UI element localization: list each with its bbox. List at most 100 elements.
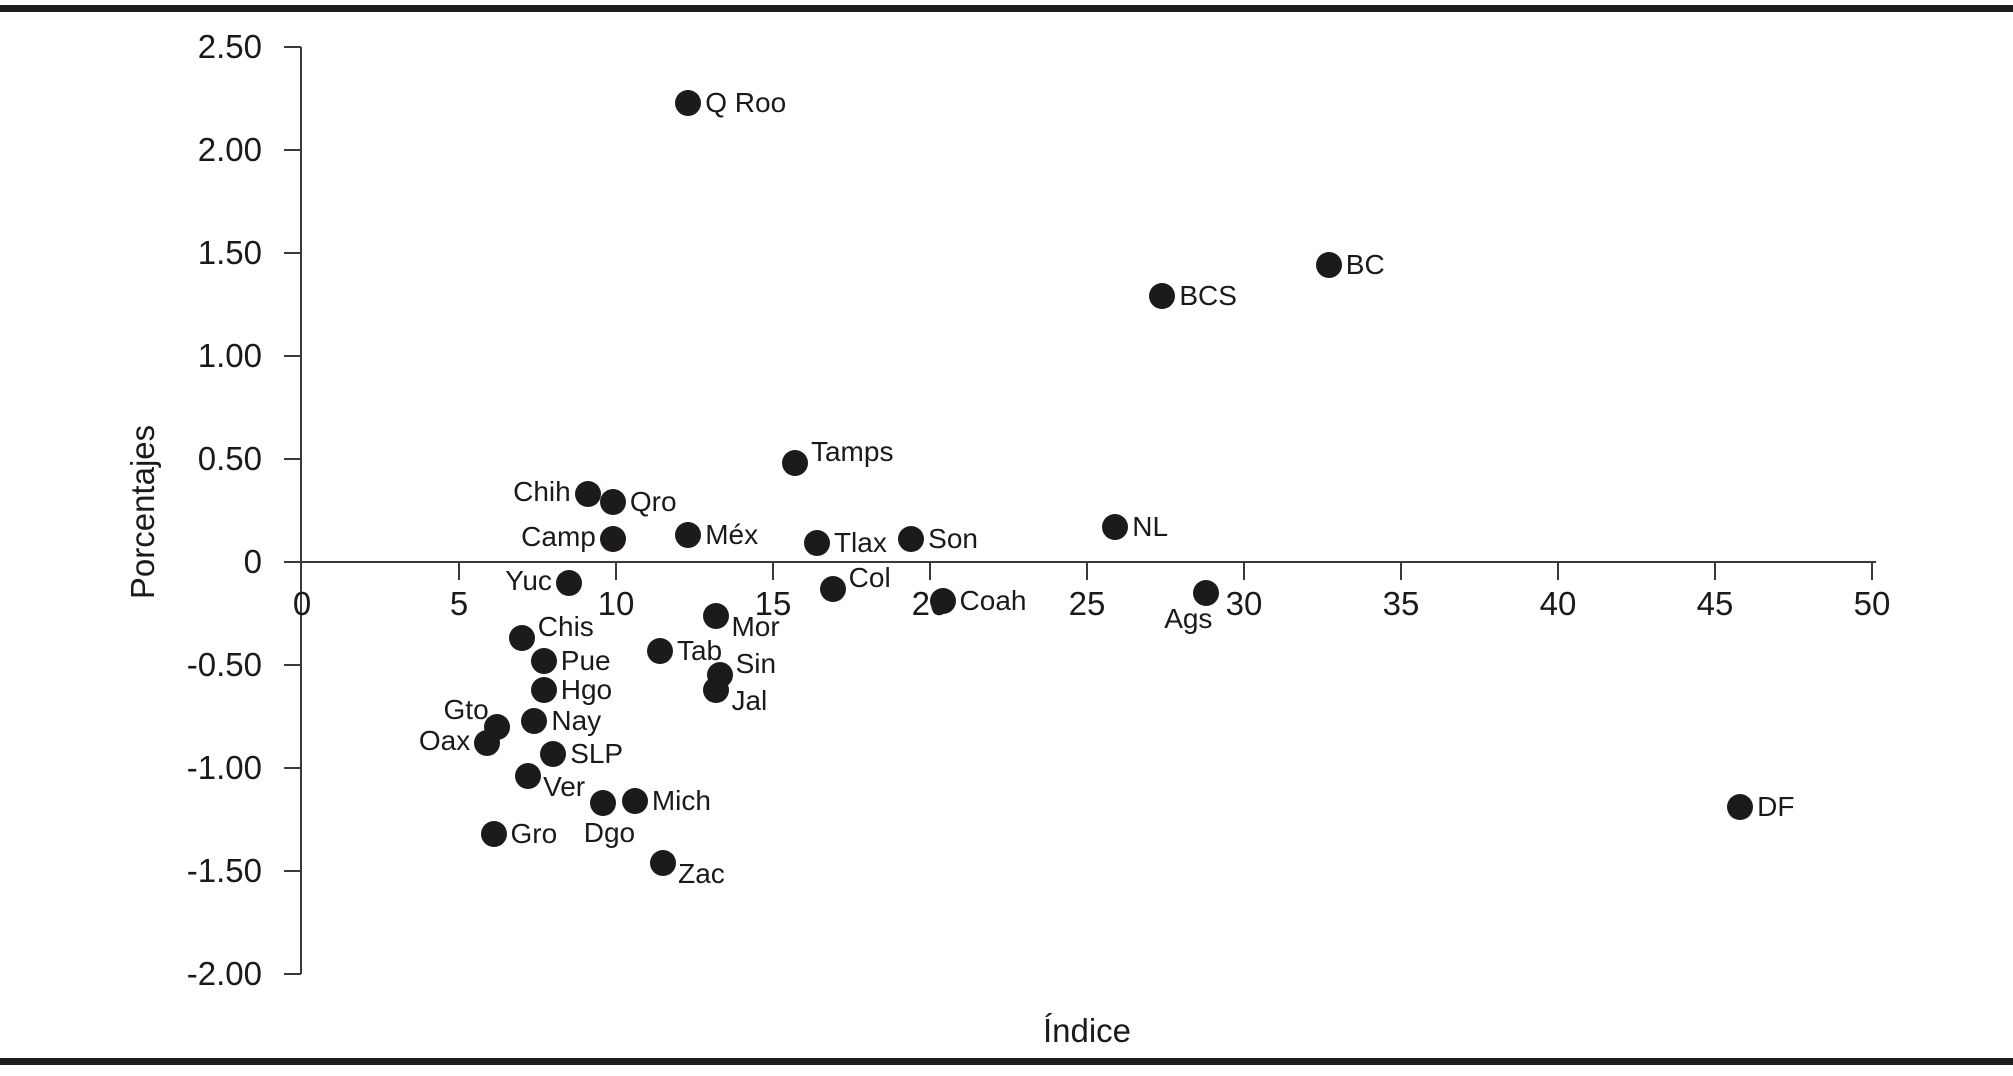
data-point (898, 526, 925, 553)
data-point (650, 849, 677, 876)
data-point-label: Tlax (833, 527, 887, 559)
top-frame-line (0, 5, 2013, 12)
data-point (819, 575, 846, 602)
x-tick-label: 10 (597, 585, 635, 622)
y-tick-label: 2.50 (197, 28, 262, 65)
data-point-label: Mich (651, 784, 711, 816)
y-tick (284, 664, 301, 666)
data-point-label: Tab (676, 634, 723, 666)
y-axis-line (300, 47, 302, 974)
data-point (1727, 794, 1754, 821)
data-point-label: Yuc (505, 564, 552, 596)
y-tick (284, 458, 301, 460)
data-point-label: Chis (537, 611, 594, 643)
x-tick-label: 5 (449, 585, 469, 622)
x-axis-title: Índice (1042, 1012, 1132, 1049)
data-point-label: Col (848, 561, 891, 593)
data-point-label: NL (1132, 510, 1169, 542)
y-tick (284, 767, 301, 769)
data-point-label: Jal (731, 684, 768, 716)
y-tick (284, 355, 301, 357)
data-point-label: Gro (510, 817, 558, 849)
data-point (1149, 283, 1176, 310)
data-point-label: Tamps (810, 436, 894, 468)
y-tick (284, 973, 301, 975)
data-point-label: Pue (560, 644, 611, 676)
data-point-label: Camp (521, 521, 596, 553)
data-point-label: Méx (705, 519, 759, 551)
data-point-label: Coah (959, 585, 1027, 617)
y-tick (284, 252, 301, 254)
data-point (555, 569, 582, 596)
data-point-label: Chih (513, 476, 571, 508)
x-axis-line (300, 561, 1876, 563)
y-tick-label: 1.50 (197, 234, 262, 271)
x-tick (1400, 563, 1402, 580)
x-tick-label: 35 (1382, 585, 1420, 622)
y-tick-label: -1.00 (186, 749, 262, 786)
x-tick-label: 50 (1853, 585, 1891, 622)
data-point-label: Zac (678, 857, 725, 889)
data-point (703, 602, 730, 629)
data-point (540, 740, 567, 767)
data-point-label: Son (928, 523, 978, 555)
x-tick (1557, 563, 1559, 580)
data-point (621, 787, 648, 814)
data-point-label: Ver (543, 771, 586, 803)
x-tick-label: 15 (754, 585, 792, 622)
data-point (1102, 513, 1129, 540)
data-point (515, 763, 542, 790)
x-tick (1714, 563, 1716, 580)
x-tick (772, 563, 774, 580)
y-tick-label: -2.00 (186, 955, 262, 992)
data-point (1315, 252, 1342, 279)
data-point-label: Nay (551, 704, 602, 736)
data-point-label: Dgo (583, 817, 636, 849)
x-tick (1086, 563, 1088, 580)
x-tick-label: 25 (1068, 585, 1106, 622)
x-tick (1871, 563, 1873, 580)
y-axis-title: Porcentajes (124, 424, 161, 600)
y-tick (284, 870, 301, 872)
data-point-label: Mor (731, 610, 780, 642)
x-tick-label: 0 (292, 585, 312, 622)
data-point (675, 89, 702, 116)
data-point (521, 707, 548, 734)
data-point (929, 588, 956, 615)
x-tick (458, 563, 460, 580)
data-point (646, 637, 673, 664)
data-point-label: Ags (1164, 602, 1213, 634)
x-tick (615, 563, 617, 580)
data-point (781, 450, 808, 477)
data-point (474, 730, 501, 757)
x-tick-label: 45 (1696, 585, 1734, 622)
y-tick (284, 561, 301, 563)
data-point (530, 676, 557, 703)
data-point (803, 530, 830, 557)
data-point-label: Oax (418, 725, 471, 757)
y-tick-label: 0.50 (197, 440, 262, 477)
data-point-label: SLP (570, 737, 624, 769)
data-point-label: Q Roo (705, 86, 787, 118)
data-point (508, 625, 535, 652)
data-point (599, 489, 626, 516)
data-point-label: Hgo (560, 673, 613, 705)
data-point (480, 820, 507, 847)
x-tick (1243, 563, 1245, 580)
y-tick-label: 0 (243, 543, 262, 580)
data-point (703, 676, 730, 703)
y-tick (284, 46, 301, 48)
data-point (675, 522, 702, 549)
data-point-label: Qro (629, 486, 677, 518)
data-point-label: BCS (1179, 280, 1237, 312)
data-point (590, 790, 617, 817)
y-tick-label: 2.00 (197, 131, 262, 168)
y-tick-label: -1.50 (186, 852, 262, 889)
y-tick (284, 149, 301, 151)
x-tick-label: 30 (1225, 585, 1263, 622)
data-point (574, 481, 601, 508)
data-point-label: Gto (443, 693, 489, 725)
data-point (599, 526, 626, 553)
